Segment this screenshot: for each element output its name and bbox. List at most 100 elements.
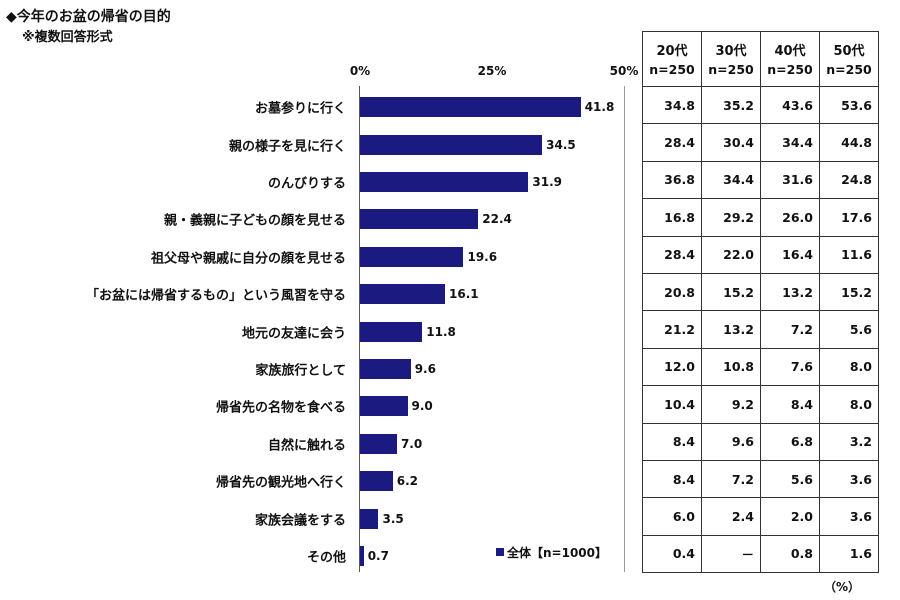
table-cell: 17.6 (819, 198, 879, 237)
table-cell: 13.2 (760, 272, 820, 312)
table-cell: 16.8 (642, 198, 702, 237)
table-header-age: 40代 (760, 31, 820, 62)
table-header-age: 20代 (642, 31, 702, 62)
category-label: 親・義親に子どもの顔を見せる (163, 213, 346, 229)
table-cell: 12.0 (642, 347, 702, 387)
table-cell: 22.0 (701, 235, 761, 274)
y-axis-line (359, 86, 360, 572)
category-label: 家族会議をする (254, 513, 346, 529)
bar-value-label: 9.0 (411, 399, 433, 414)
legend-swatch (496, 548, 504, 556)
table-cell: 13.2 (701, 310, 761, 349)
table-cell: 10.8 (701, 347, 761, 387)
table-cell: 44.8 (819, 123, 879, 162)
table-cell: 20.8 (642, 272, 702, 312)
bar (360, 134, 543, 155)
table-cell: 36.8 (642, 160, 702, 200)
bar-value-label: 19.6 (467, 249, 498, 264)
category-label: 帰省先の名物を食べる (215, 400, 346, 416)
table-cell: 9.2 (701, 385, 761, 424)
table-cell: 53.6 (819, 85, 879, 125)
table-cell: 3.6 (819, 459, 879, 499)
bar (360, 546, 364, 566)
table-cell: 28.4 (642, 123, 702, 162)
bar-value-label: 31.9 (532, 175, 563, 189)
bar (360, 321, 423, 342)
table-cell: 6.8 (760, 422, 820, 461)
bar-value-label: 16.1 (449, 287, 479, 302)
table-cell: 7.2 (760, 310, 820, 349)
bar-value-label: 22.4 (482, 212, 512, 227)
bar (360, 396, 408, 417)
table-cell: 21.2 (642, 310, 702, 349)
bar (360, 97, 581, 118)
bar (360, 284, 445, 305)
category-label: 親の様子を見に行く (228, 139, 346, 155)
category-label: 地元の友達に会う (241, 326, 346, 342)
category-label: 「お盆には帰省するもの」という風習を守る (85, 288, 346, 304)
table-row: 6.0 2.4 2.0 3.6 (642, 497, 879, 536)
table-cell: 8.0 (819, 385, 879, 424)
table-header-n: n=250 (760, 61, 820, 87)
table-cell: 35.2 (701, 85, 761, 125)
table-cell: 2.4 (701, 497, 761, 536)
table-cell: 0.8 (760, 534, 820, 574)
table-cell: 3.6 (819, 497, 879, 536)
table-cell: 3.2 (819, 422, 879, 461)
chart-subtitle: ※複数回答形式 (22, 30, 113, 45)
bar (360, 172, 529, 192)
table-row: 20.8 15.2 13.2 15.2 (642, 272, 879, 312)
table-header-age: 30代 (701, 31, 761, 62)
table-header-age: 50代 (819, 31, 879, 62)
table-cell: 16.4 (760, 235, 820, 274)
table-cell: 31.6 (760, 160, 820, 200)
table-cell: 2.0 (760, 497, 820, 536)
table-row: 28.4 22.0 16.4 11.6 (642, 235, 879, 274)
category-label: のんびりする (267, 176, 346, 192)
bar-value-label: 11.8 (426, 324, 456, 339)
table-cell: 8.4 (642, 459, 702, 499)
table-cell: 15.2 (819, 272, 879, 312)
bar-value-label: 6.2 (396, 474, 418, 489)
table-row: 21.2 13.2 7.2 5.6 (642, 310, 879, 349)
table-cell: － (701, 534, 761, 574)
table-cell: 29.2 (701, 198, 761, 237)
bar-value-label: 34.5 (546, 137, 576, 152)
table-row: 10.4 9.2 8.4 8.0 (642, 385, 879, 424)
bar-value-label: 3.5 (382, 511, 404, 526)
category-label: 帰省先の観光地へ行く (215, 475, 346, 491)
x-tick-label: 50% (609, 64, 639, 78)
chart-title: ◆今年のお盆の帰省の目的 (6, 9, 171, 25)
category-label: 自然に触れる (267, 438, 346, 454)
category-label: 家族旅行として (255, 363, 346, 379)
table-cell: 7.6 (760, 347, 820, 387)
table-cell: 30.4 (701, 123, 761, 162)
category-label: その他 (306, 550, 346, 566)
table-row: 8.4 7.2 5.6 3.6 (642, 459, 879, 499)
table-cell: 34.4 (701, 160, 761, 200)
bar (360, 246, 464, 267)
table-row: 0.4 － 0.8 1.6 (642, 534, 879, 574)
table-cell: 34.8 (642, 85, 702, 125)
x-tick-label: 0% (349, 64, 371, 78)
table-cell: 8.4 (642, 422, 702, 461)
table-cell: 8.0 (819, 347, 879, 387)
table-cell: 7.2 (701, 459, 761, 499)
table-cell: 6.0 (642, 497, 702, 536)
legend: 全体【n=1000】 (496, 544, 607, 561)
bar-value-label: 9.6 (414, 362, 436, 376)
table-row: 12.0 10.8 7.6 8.0 (642, 347, 879, 387)
bar-value-label: 7.0 (400, 436, 423, 451)
category-label: 祖父母や親戚に自分の顔を見せる (150, 251, 346, 267)
bar (360, 508, 379, 529)
table-cell: 9.6 (701, 422, 761, 461)
table-cell: 24.8 (819, 160, 879, 200)
table-header-n: n=250 (819, 61, 879, 87)
bar (360, 433, 397, 454)
table-header-n: n=250 (701, 61, 761, 87)
table-cell: 15.2 (701, 272, 761, 312)
table-row: 34.8 35.2 43.6 53.6 (642, 85, 879, 125)
age-breakdown-table: 20代 30代 40代 50代 n=250 n=250 n=250 n=250 34.8 35… (642, 31, 879, 574)
table-cell: 10.4 (642, 385, 702, 424)
table-cell: 28.4 (642, 235, 702, 274)
